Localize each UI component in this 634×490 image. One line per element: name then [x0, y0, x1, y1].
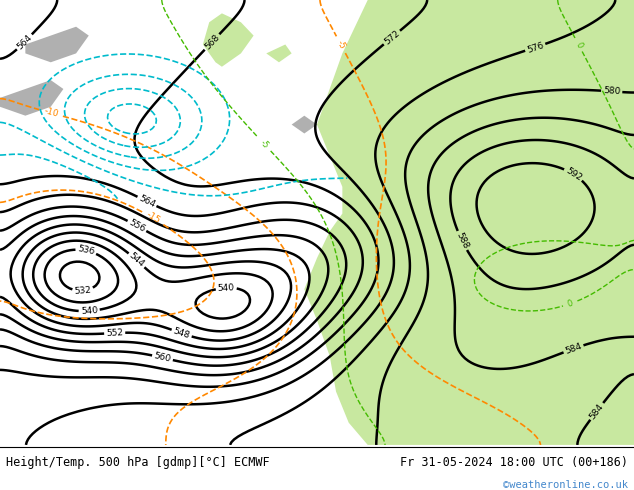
- Text: 576: 576: [526, 40, 545, 54]
- Text: 588: 588: [454, 231, 470, 250]
- Polygon shape: [304, 0, 634, 445]
- Polygon shape: [266, 45, 292, 62]
- Polygon shape: [203, 13, 254, 67]
- Text: 560: 560: [153, 351, 172, 364]
- Text: -10: -10: [42, 107, 60, 119]
- Text: 572: 572: [382, 28, 401, 47]
- Text: 540: 540: [217, 283, 235, 293]
- Text: 548: 548: [172, 326, 191, 341]
- Text: 0: 0: [573, 40, 584, 49]
- Text: 556: 556: [127, 218, 146, 234]
- Text: 540: 540: [81, 306, 98, 316]
- Text: 564: 564: [15, 33, 34, 51]
- Text: 532: 532: [74, 286, 92, 296]
- Text: -15: -15: [145, 210, 162, 226]
- Text: 536: 536: [77, 245, 95, 257]
- Polygon shape: [0, 80, 63, 116]
- Polygon shape: [292, 116, 317, 133]
- Text: 552: 552: [106, 328, 124, 338]
- Text: 592: 592: [564, 166, 583, 183]
- Text: Height/Temp. 500 hPa [gdmp][°C] ECMWF: Height/Temp. 500 hPa [gdmp][°C] ECMWF: [6, 457, 270, 469]
- Text: 0: 0: [566, 298, 574, 309]
- Text: 584: 584: [564, 342, 583, 356]
- Text: 564: 564: [138, 194, 157, 209]
- Polygon shape: [25, 26, 89, 62]
- Text: 568: 568: [203, 33, 221, 51]
- Text: ©weatheronline.co.uk: ©weatheronline.co.uk: [503, 480, 628, 490]
- Text: -5: -5: [335, 39, 347, 51]
- Text: 584: 584: [588, 402, 605, 421]
- Text: 544: 544: [127, 251, 146, 269]
- Text: 580: 580: [603, 86, 621, 97]
- Text: Fr 31-05-2024 18:00 UTC (00+186): Fr 31-05-2024 18:00 UTC (00+186): [399, 457, 628, 469]
- Text: -5: -5: [258, 138, 271, 150]
